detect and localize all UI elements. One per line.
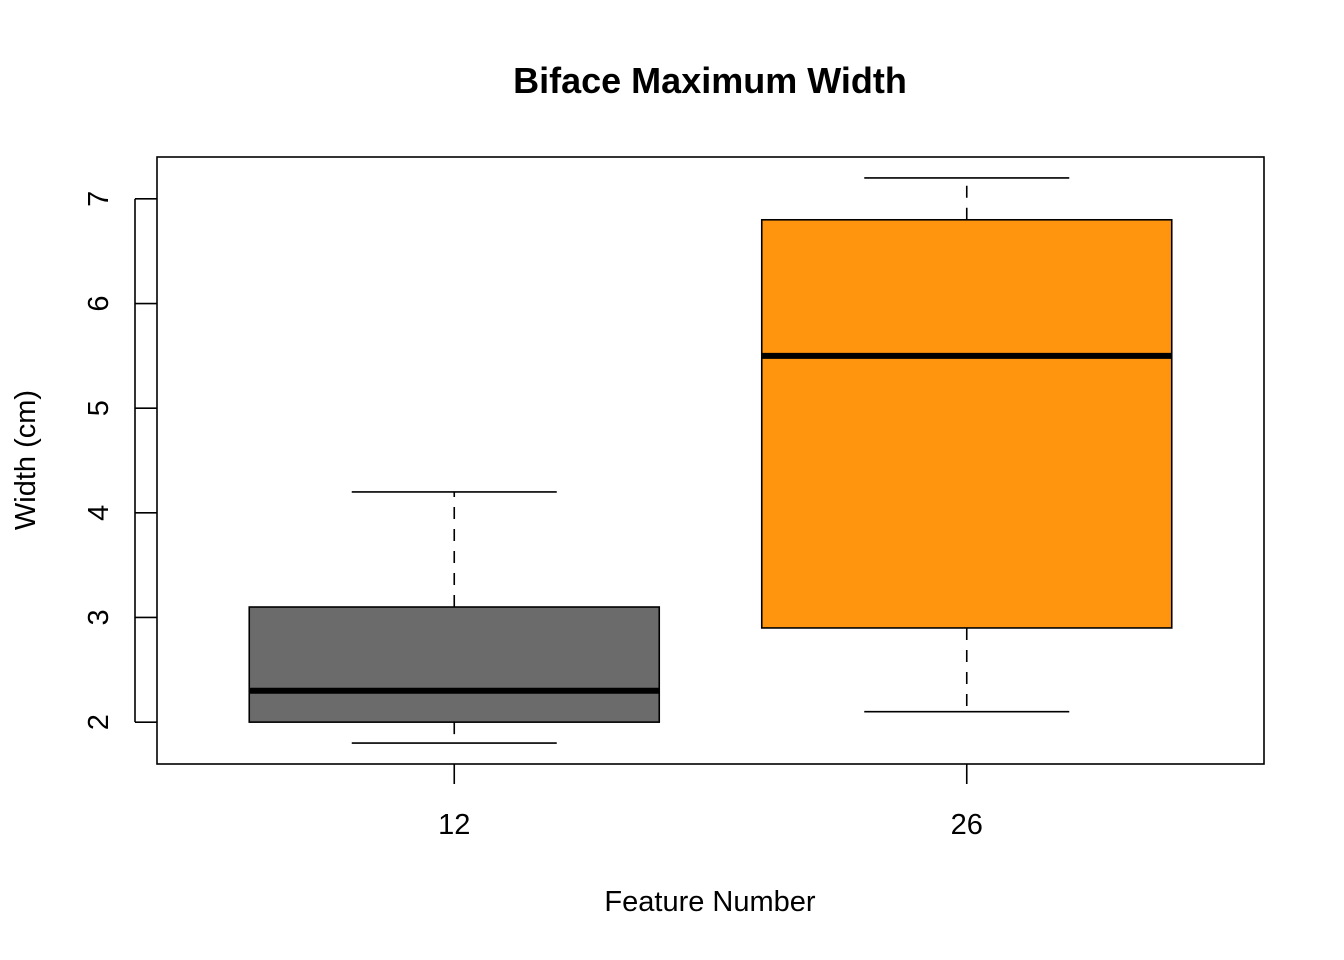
y-tick-label-6: 6 [83, 295, 115, 311]
box-12 [248, 491, 661, 744]
y-tick-label-3: 3 [83, 609, 115, 625]
iqr-box-12 [248, 606, 661, 723]
iqr-box-26 [760, 218, 1173, 629]
y-axis-label: Width (cm) [10, 390, 42, 530]
y-tick-label-5: 5 [83, 400, 115, 416]
x-axis: 12 26 [438, 764, 983, 841]
box-26 [760, 177, 1173, 713]
y-axis: 2 3 4 5 6 7 [83, 191, 157, 730]
chart-title: Biface Maximum Width [513, 60, 907, 101]
y-tick-label-2: 2 [83, 714, 115, 730]
x-tick-label-12: 12 [438, 809, 470, 841]
x-tick-label-26: 26 [951, 809, 983, 841]
y-tick-label-4: 4 [83, 505, 115, 521]
x-axis-label: Feature Number [604, 886, 815, 918]
plot-frame [156, 156, 1265, 765]
plot-area [248, 177, 1173, 744]
y-tick-label-7: 7 [83, 191, 115, 207]
